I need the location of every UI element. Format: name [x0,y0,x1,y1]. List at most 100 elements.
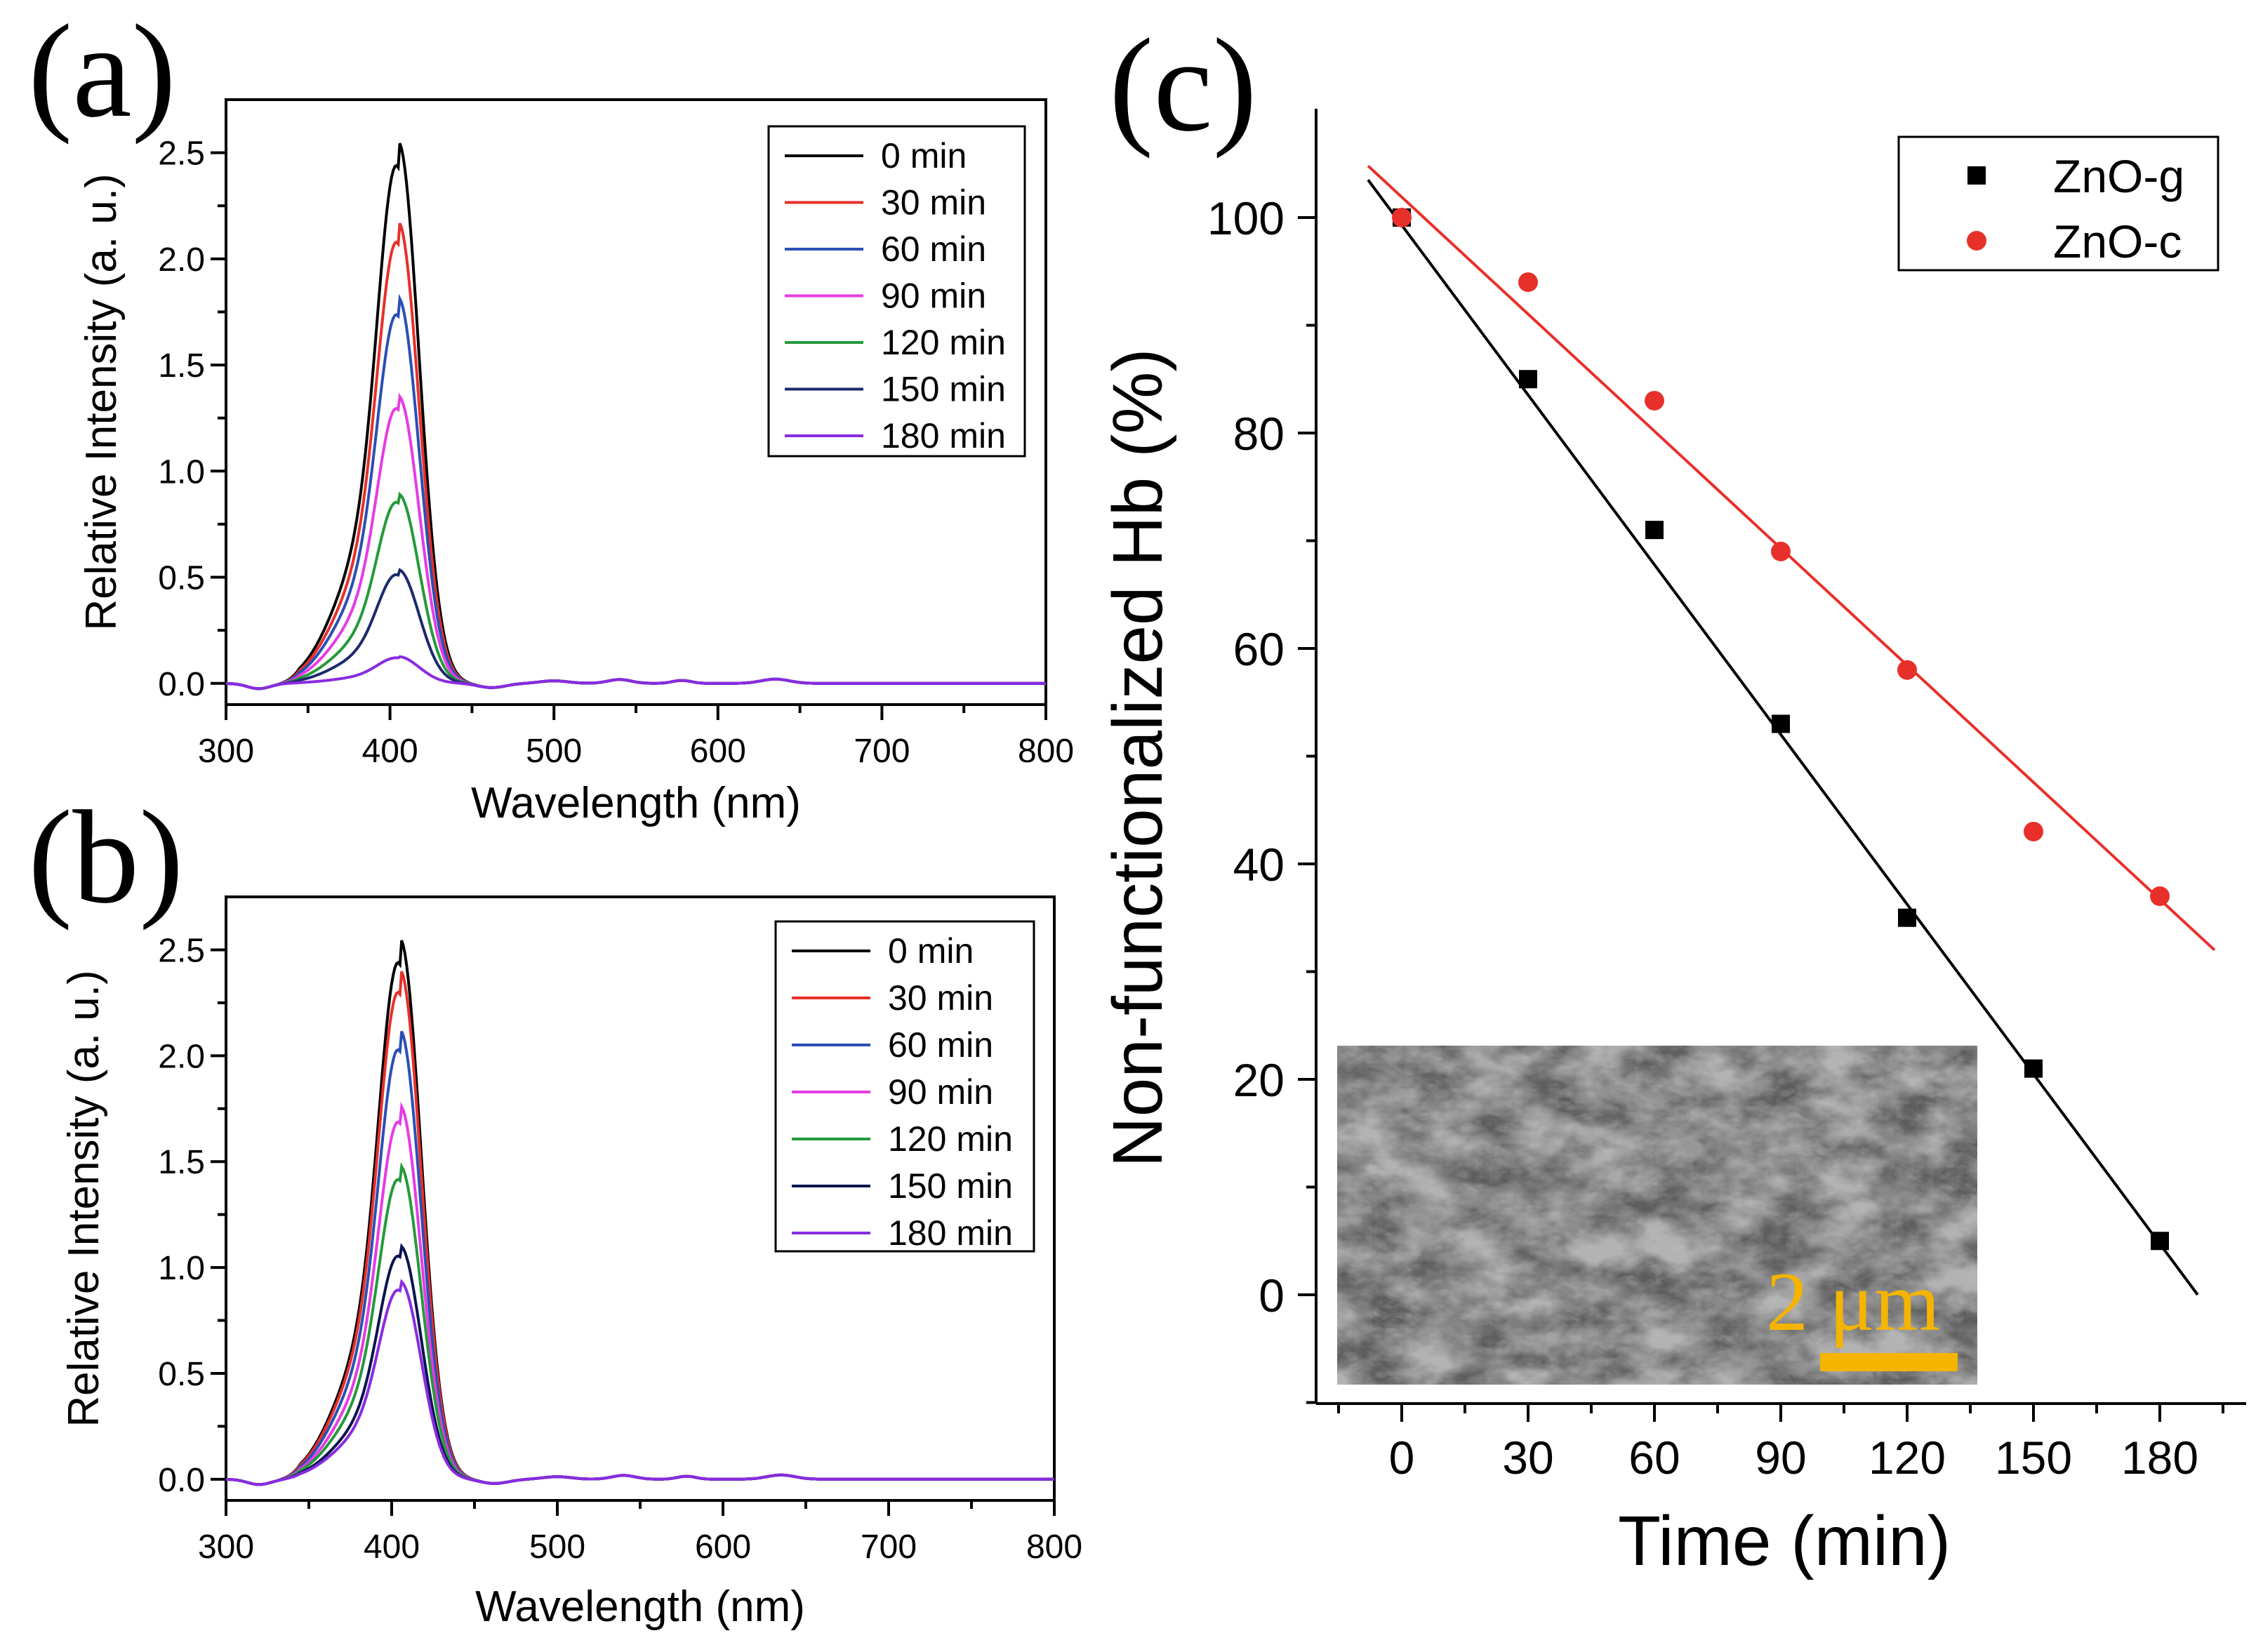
data-point-square [1898,908,1916,927]
data-point-circle [1392,208,1412,227]
legend-label: ZnO-g [2053,150,2184,202]
y-tick-label: 1.5 [158,1144,205,1181]
y-tick-label: 2.0 [158,241,205,279]
y-tick-label: 0.5 [158,560,205,597]
panel-a-legend: 0 min 30 min 60 min 90 min 120 min 150 min 180… [767,125,1026,458]
y-tick-label: 0 [1259,1270,1285,1321]
y-tick-label: 2.5 [158,135,205,173]
data-point-square [2024,1059,2043,1078]
spectrum-line [226,655,1046,691]
panel-label-b: (b) [28,784,184,931]
y-tick-label: 60 [1233,623,1285,675]
legend-label: 180 min [881,416,1006,455]
x-tick-label: 60 [1628,1432,1680,1484]
data-point-circle [1518,272,1538,293]
panel-a-legend-box [767,125,1026,458]
x-tick-label: 30 [1502,1432,1553,1484]
legend-label: 120 min [888,1119,1013,1159]
legend-label: 150 min [881,370,1006,409]
y-tick-label: 40 [1233,839,1285,891]
data-point-circle [1771,541,1791,561]
x-tick-label: 800 [1018,733,1074,770]
y-tick-label: 0.5 [158,1356,205,1393]
panel-b-y-axis-label: Relative Intensity (a. u.) [60,970,108,1427]
x-tick-label: 120 [1869,1432,1946,1484]
panel-c-y-axis-label: Non-functionalized Hb (%) [1099,348,1177,1167]
data-point-circle [1897,660,1917,680]
panel-b-curves [226,940,1054,1486]
fit-line [1367,179,2199,1296]
x-tick-label: 700 [861,1528,917,1566]
x-tick-label: 600 [695,1528,751,1566]
panel-b-x-axis-label: Wavelength (nm) [475,1583,805,1631]
x-tick-label: 300 [198,1528,254,1566]
sem-scale-bar-label: 2 μm [1766,1255,1940,1348]
legend-label: 120 min [881,323,1006,362]
y-tick-label: 1.5 [158,347,205,385]
legend-label: 30 min [888,978,993,1018]
panel-b-chart: 300 400 500 600 700 800 0.0 0.5 1.0 1.5 2.0 2.5 0 m… [60,895,1082,1631]
data-point-square [1645,521,1664,540]
legend-label: 60 min [881,229,986,269]
y-tick-label: 0.0 [158,1462,205,1499]
legend-label: 0 min [888,931,974,971]
x-tick-label: 600 [690,733,746,770]
x-tick-label: 500 [529,1528,585,1566]
y-tick-label: 100 [1207,192,1285,244]
fit-line [1367,164,2216,952]
x-tick-label: 800 [1026,1528,1082,1566]
legend-label: 30 min [881,183,986,222]
panel-a-y-axis-label: Relative Intensity (a. u.) [77,173,126,630]
panel-a-ticks: 300 400 500 600 700 800 0.0 0.5 1.0 1.5 2.0 2.5 [158,135,1074,770]
legend-marker-square [1967,166,1986,185]
panel-c-legend: ZnO-g ZnO-c [1897,135,2219,272]
y-tick-label: 0.0 [158,666,205,703]
y-tick-label: 2.5 [158,932,205,969]
legend-label: 150 min [888,1166,1013,1206]
x-tick-label: 300 [198,733,254,770]
x-tick-label: 150 [1995,1432,2072,1484]
x-tick-label: 400 [362,733,418,770]
panel-a-curves [226,142,1046,691]
y-tick-label: 20 [1233,1054,1285,1106]
data-point-circle [1645,390,1664,411]
x-tick-label: 400 [364,1528,420,1566]
panel-c-ticks: 0 30 60 90 120 150 180 0 20 40 60 80 100 [1207,192,2224,1484]
sem-inset: 2 μm [1337,1046,1977,1385]
panel-b-legend-box [774,920,1035,1253]
data-point-circle [2150,886,2170,907]
panel-label-a: (a) [28,0,176,145]
panel-b-legend: 0 min 30 min 60 min 90 min 120 min 150 min 180… [774,920,1035,1253]
legend-label: 180 min [888,1213,1013,1253]
panel-a-chart: 300 400 500 600 700 800 0.0 0.5 1.0 1.5 2.0 2.5 0 m… [77,98,1074,827]
y-tick-label: 2.0 [158,1038,205,1075]
data-point-circle [2024,821,2043,841]
panel-label-c: (c) [1109,12,1257,159]
y-tick-label: 80 [1233,408,1285,460]
panel-c-x-axis-label: Time (min) [1618,1502,1951,1580]
y-tick-label: 1.0 [158,1250,205,1287]
legend-label: 0 min [881,136,967,175]
spectrum-line [226,568,1046,691]
legend-label: ZnO-c [2053,215,2182,267]
legend-label: 90 min [881,277,986,316]
x-tick-label: 90 [1755,1432,1806,1484]
legend-marker-circle [1967,231,1986,251]
legend-label: 60 min [888,1025,993,1065]
sem-scale-bar [1820,1353,1958,1371]
panel-c-legend-box [1897,135,2219,272]
data-point-square [1772,714,1790,733]
x-tick-label: 700 [854,733,910,770]
panel-c-points [1392,208,2170,1251]
sem-highlights [1337,1046,1977,1385]
x-tick-label: 0 [1389,1432,1415,1484]
spectrum-line [226,1279,1054,1486]
panel-b-ticks: 300 400 500 600 700 800 0.0 0.5 1.0 1.5 2.0 2.5 [158,932,1082,1566]
legend-label: 90 min [888,1072,993,1112]
data-point-square [1519,370,1537,389]
data-point-square [2151,1232,2169,1251]
x-tick-label: 180 [2121,1432,2198,1484]
x-tick-label: 500 [526,733,582,770]
